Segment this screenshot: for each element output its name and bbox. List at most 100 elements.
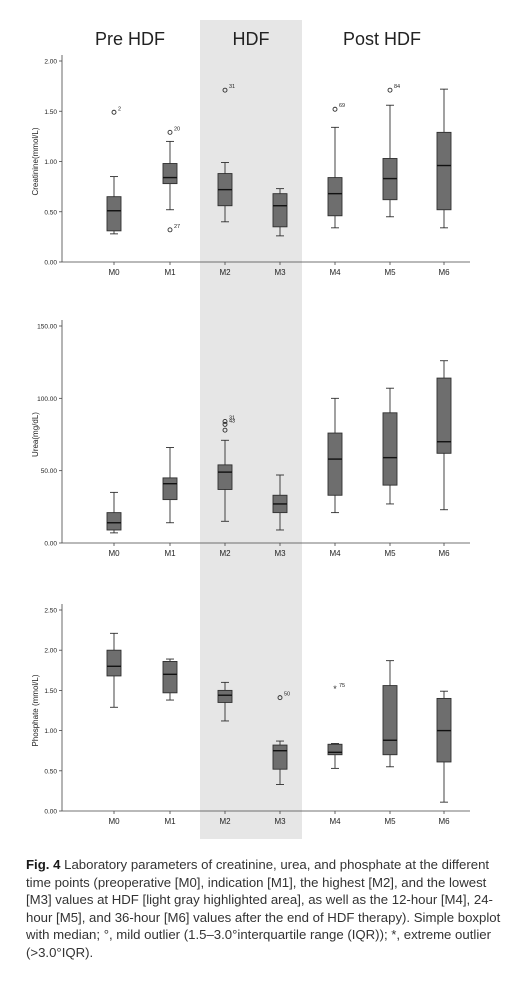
y-axis-label: Creatinine(mmol/L) [31,127,40,195]
caption-label: Fig. 4 [26,857,61,872]
y-tick-label: 2.00 [44,59,57,66]
box-M1 [162,140,178,211]
box-M6 [436,88,452,229]
box-M6 [436,690,452,803]
x-tick-label: M0 [108,268,120,277]
y-tick-label: 1.50 [44,109,57,116]
iqr-box [217,464,233,490]
group-label-post-hdf: Post HDF [343,29,421,49]
outlier-label: 43 [229,418,235,424]
outlier-mild-marker [222,421,228,427]
outlier-label: 31 [229,415,235,421]
outlier-mild-marker [332,106,338,112]
x-tick-label: M1 [164,268,176,277]
y-tick-label: 1.00 [44,159,57,166]
y-tick-label: 50.00 [41,468,58,475]
outlier-label: 75 [339,683,345,689]
outlier-mild-marker [277,695,283,701]
hdf-highlight-band [200,20,302,839]
x-tick-label: M2 [219,549,231,558]
figure-caption: Fig. 4 Laboratory parameters of creatini… [26,856,504,962]
iqr-box [162,163,178,185]
y-tick-label: 0.00 [44,809,57,816]
x-tick-label: M1 [164,549,176,558]
iqr-box [106,649,122,677]
x-tick-label: M1 [164,817,176,826]
box-M5 [382,104,398,218]
outlier-label: 27 [174,224,180,230]
iqr-box [327,177,343,217]
x-tick-label: M5 [384,549,396,558]
y-tick-label: 100.00 [37,396,57,403]
iqr-box [106,512,122,531]
box-M4 [327,743,343,769]
box-M0 [106,632,122,708]
outlier-label: 84 [394,84,400,90]
box-M1 [162,658,178,701]
hdf-highlight-area [200,20,302,839]
panels: 0.00 0.50 1.00 1.50 2.00 Creatinine(mmol/L) M0… [31,55,470,826]
iqr-box [327,743,343,756]
x-tick-label: M0 [108,817,120,826]
box-M0 [106,491,122,534]
x-tick-label: M4 [329,268,341,277]
box-M3 [272,188,288,237]
panel-1: 0.00 0.50 1.00 1.50 2.00 Creatinine(mmol/L) M0… [31,55,470,277]
x-tick-label: M0 [108,549,120,558]
outlier-mild-marker [222,419,228,424]
x-tick-label: M2 [219,817,231,826]
box-M5 [382,387,398,505]
box-M6 [436,360,452,511]
y-tick-label: 1.50 [44,688,57,695]
iqr-box [272,744,288,770]
iqr-box [327,432,343,496]
panel-3: 0.00 0.50 1.00 1.50 2.00 2.50 Phosphate (mmol/… [31,604,470,826]
iqr-box [106,196,122,232]
y-tick-label: 150.00 [37,324,57,331]
outlier-mild-marker [111,109,117,115]
outlier-mild-marker [222,87,228,93]
x-tick-label: M5 [384,817,396,826]
x-tick-label: M3 [274,268,286,277]
box-M2 [217,162,233,223]
y-tick-label: 2.00 [44,648,57,655]
outlier-label: 31 [229,84,235,90]
box-M1 [162,447,178,524]
iqr-box [217,689,233,703]
box-M2 [217,439,233,522]
outlier-mild-marker [167,129,173,135]
outlier-label: 2 [118,106,121,112]
x-tick-label: M6 [438,549,450,558]
iqr-box [162,661,178,694]
panel-2: 0.00 50.00 100.00 150.00 Urea(mg/dL) M0 M1 M2 M3… [31,320,470,558]
figure-boxplots: Pre HDF HDF Post HDF 0.00 0.50 1.00 1.50 2.0… [31,20,470,839]
iqr-box [436,377,452,454]
iqr-box [272,193,288,228]
box-M4 [327,126,343,229]
outlier-label: 20 [174,126,180,132]
x-tick-label: M5 [384,268,396,277]
outlier-mild-marker [387,87,393,93]
x-tick-label: M6 [438,817,450,826]
x-tick-label: M6 [438,268,450,277]
outlier-mild-marker [222,427,228,433]
outlier-label: 69 [339,103,345,109]
outlier-extreme-marker: * [333,684,337,694]
box-M2 [217,681,233,722]
y-axis-label: Phosphate (mmol/L) [31,674,40,746]
box-M3 [272,740,288,785]
y-tick-label: 0.00 [44,260,57,267]
x-tick-label: M4 [329,549,341,558]
x-tick-label: M3 [274,817,286,826]
group-labels: Pre HDF HDF Post HDF [95,29,421,49]
x-tick-label: M4 [329,817,341,826]
y-axis-label: Urea(mg/dL) [31,412,40,457]
y-tick-label: 1.00 [44,728,57,735]
y-tick-label: 0.00 [44,541,57,548]
iqr-box [382,685,398,756]
caption-text: Laboratory parameters of creatinine, ure… [26,857,501,960]
x-tick-label: M2 [219,268,231,277]
y-tick-label: 0.50 [44,209,57,216]
outlier-mild-marker [167,227,173,233]
outlier-label: 50 [284,692,290,698]
